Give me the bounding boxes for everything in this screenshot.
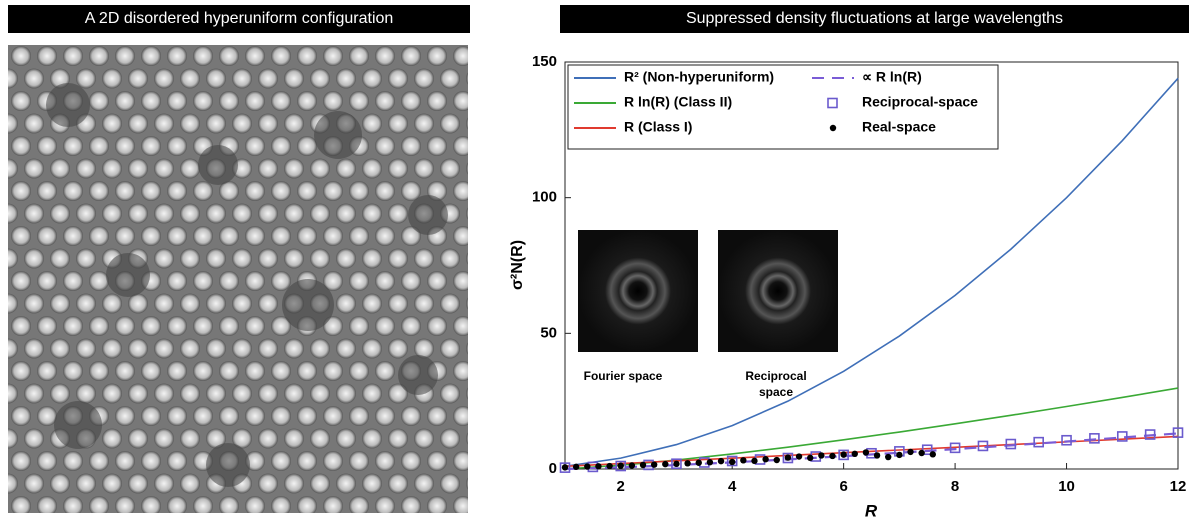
- data-point: [650, 461, 658, 468]
- data-point: [773, 456, 780, 464]
- y-axis-label: σ²N(R): [509, 240, 526, 290]
- series-line: [564, 77, 1179, 468]
- chart: R σ²N(R) 0 50 100 150 2 4 6 8 10 12 R² (Non-hyperu…: [509, 53, 1187, 521]
- y-tick-label: 100: [532, 189, 557, 206]
- data-point: [885, 453, 892, 461]
- data-point: [1089, 433, 1100, 444]
- data-point: [740, 457, 747, 464]
- data-point: [584, 463, 591, 470]
- data-point: [559, 462, 571, 473]
- data-point: [706, 459, 714, 466]
- annotation: Reciprocal space: [745, 369, 807, 399]
- data-point: [929, 451, 936, 458]
- data-point: [873, 452, 881, 459]
- data-point: [671, 458, 682, 470]
- data-point: [615, 460, 627, 472]
- legend-marker: [827, 97, 838, 109]
- data-point: [862, 449, 870, 456]
- data-point: [896, 451, 903, 459]
- legend-label: R ln(R) (Class II): [624, 94, 732, 110]
- data-point: [807, 454, 814, 462]
- data-point: [838, 449, 849, 461]
- data-point: [684, 460, 691, 467]
- data-point: [662, 460, 669, 468]
- data-point: [617, 462, 624, 469]
- x-axis-label: R: [865, 501, 878, 520]
- data-point: [717, 457, 725, 465]
- inset-fourier: [578, 230, 698, 352]
- data-point: [1116, 431, 1128, 442]
- data-point: [1061, 434, 1072, 446]
- annotation: Fourier space: [583, 369, 663, 383]
- legend-label: Reciprocal-space: [862, 94, 978, 110]
- data-point: [818, 452, 825, 459]
- data-point: [695, 459, 702, 466]
- data-point: [907, 448, 914, 456]
- data-point: [673, 460, 680, 468]
- plot-frame: [564, 61, 1179, 470]
- data-point: [784, 454, 792, 461]
- x-tick-label: 10: [1058, 478, 1075, 495]
- data-point: [751, 457, 758, 465]
- inset-reciprocal: [718, 230, 838, 352]
- x-tick-label: 6: [839, 478, 847, 495]
- series-line: [564, 387, 1179, 470]
- data-point: [840, 451, 847, 458]
- data-point: [595, 463, 602, 470]
- legend-marker: [829, 124, 837, 132]
- data-point: [1144, 429, 1156, 440]
- legend-label: ∝ R ln(R): [862, 69, 922, 85]
- x-tick-label: 4: [728, 478, 737, 495]
- left-title: A 2D disordered hyperuniform configurati…: [8, 5, 470, 33]
- data-point: [921, 444, 933, 456]
- chart-title: Suppressed density fluctuations at large…: [560, 5, 1189, 33]
- legend-label: R (Class I): [624, 119, 692, 135]
- legend-box: [567, 64, 999, 150]
- x-tick-label: 8: [951, 478, 959, 495]
- data-point: [851, 450, 858, 458]
- data-point: [628, 462, 636, 469]
- data-point: [1005, 438, 1017, 450]
- x-tick-label: 12: [1170, 478, 1187, 495]
- micrograph: [8, 45, 468, 513]
- data-point: [728, 458, 736, 466]
- data-point: [977, 440, 989, 452]
- data-point: [606, 462, 613, 470]
- y-tick-label: 50: [540, 324, 557, 341]
- data-point: [639, 461, 647, 469]
- data-point: [795, 453, 803, 460]
- data-point: [726, 455, 738, 467]
- legend-label: R² (Non-hyperuniform): [624, 69, 774, 85]
- y-tick-label: 0: [549, 460, 557, 477]
- data-point: [561, 464, 569, 471]
- legend-label: Real-space: [862, 119, 936, 135]
- y-tick-label: 150: [532, 53, 557, 70]
- data-point: [782, 452, 794, 464]
- data-point: [829, 452, 836, 460]
- data-point: [918, 449, 925, 457]
- data-point: [1172, 427, 1184, 438]
- data-point: [949, 442, 961, 454]
- data-point: [572, 463, 580, 471]
- x-tick-label: 2: [617, 478, 625, 495]
- data-point: [1033, 436, 1044, 448]
- data-point: [762, 456, 769, 463]
